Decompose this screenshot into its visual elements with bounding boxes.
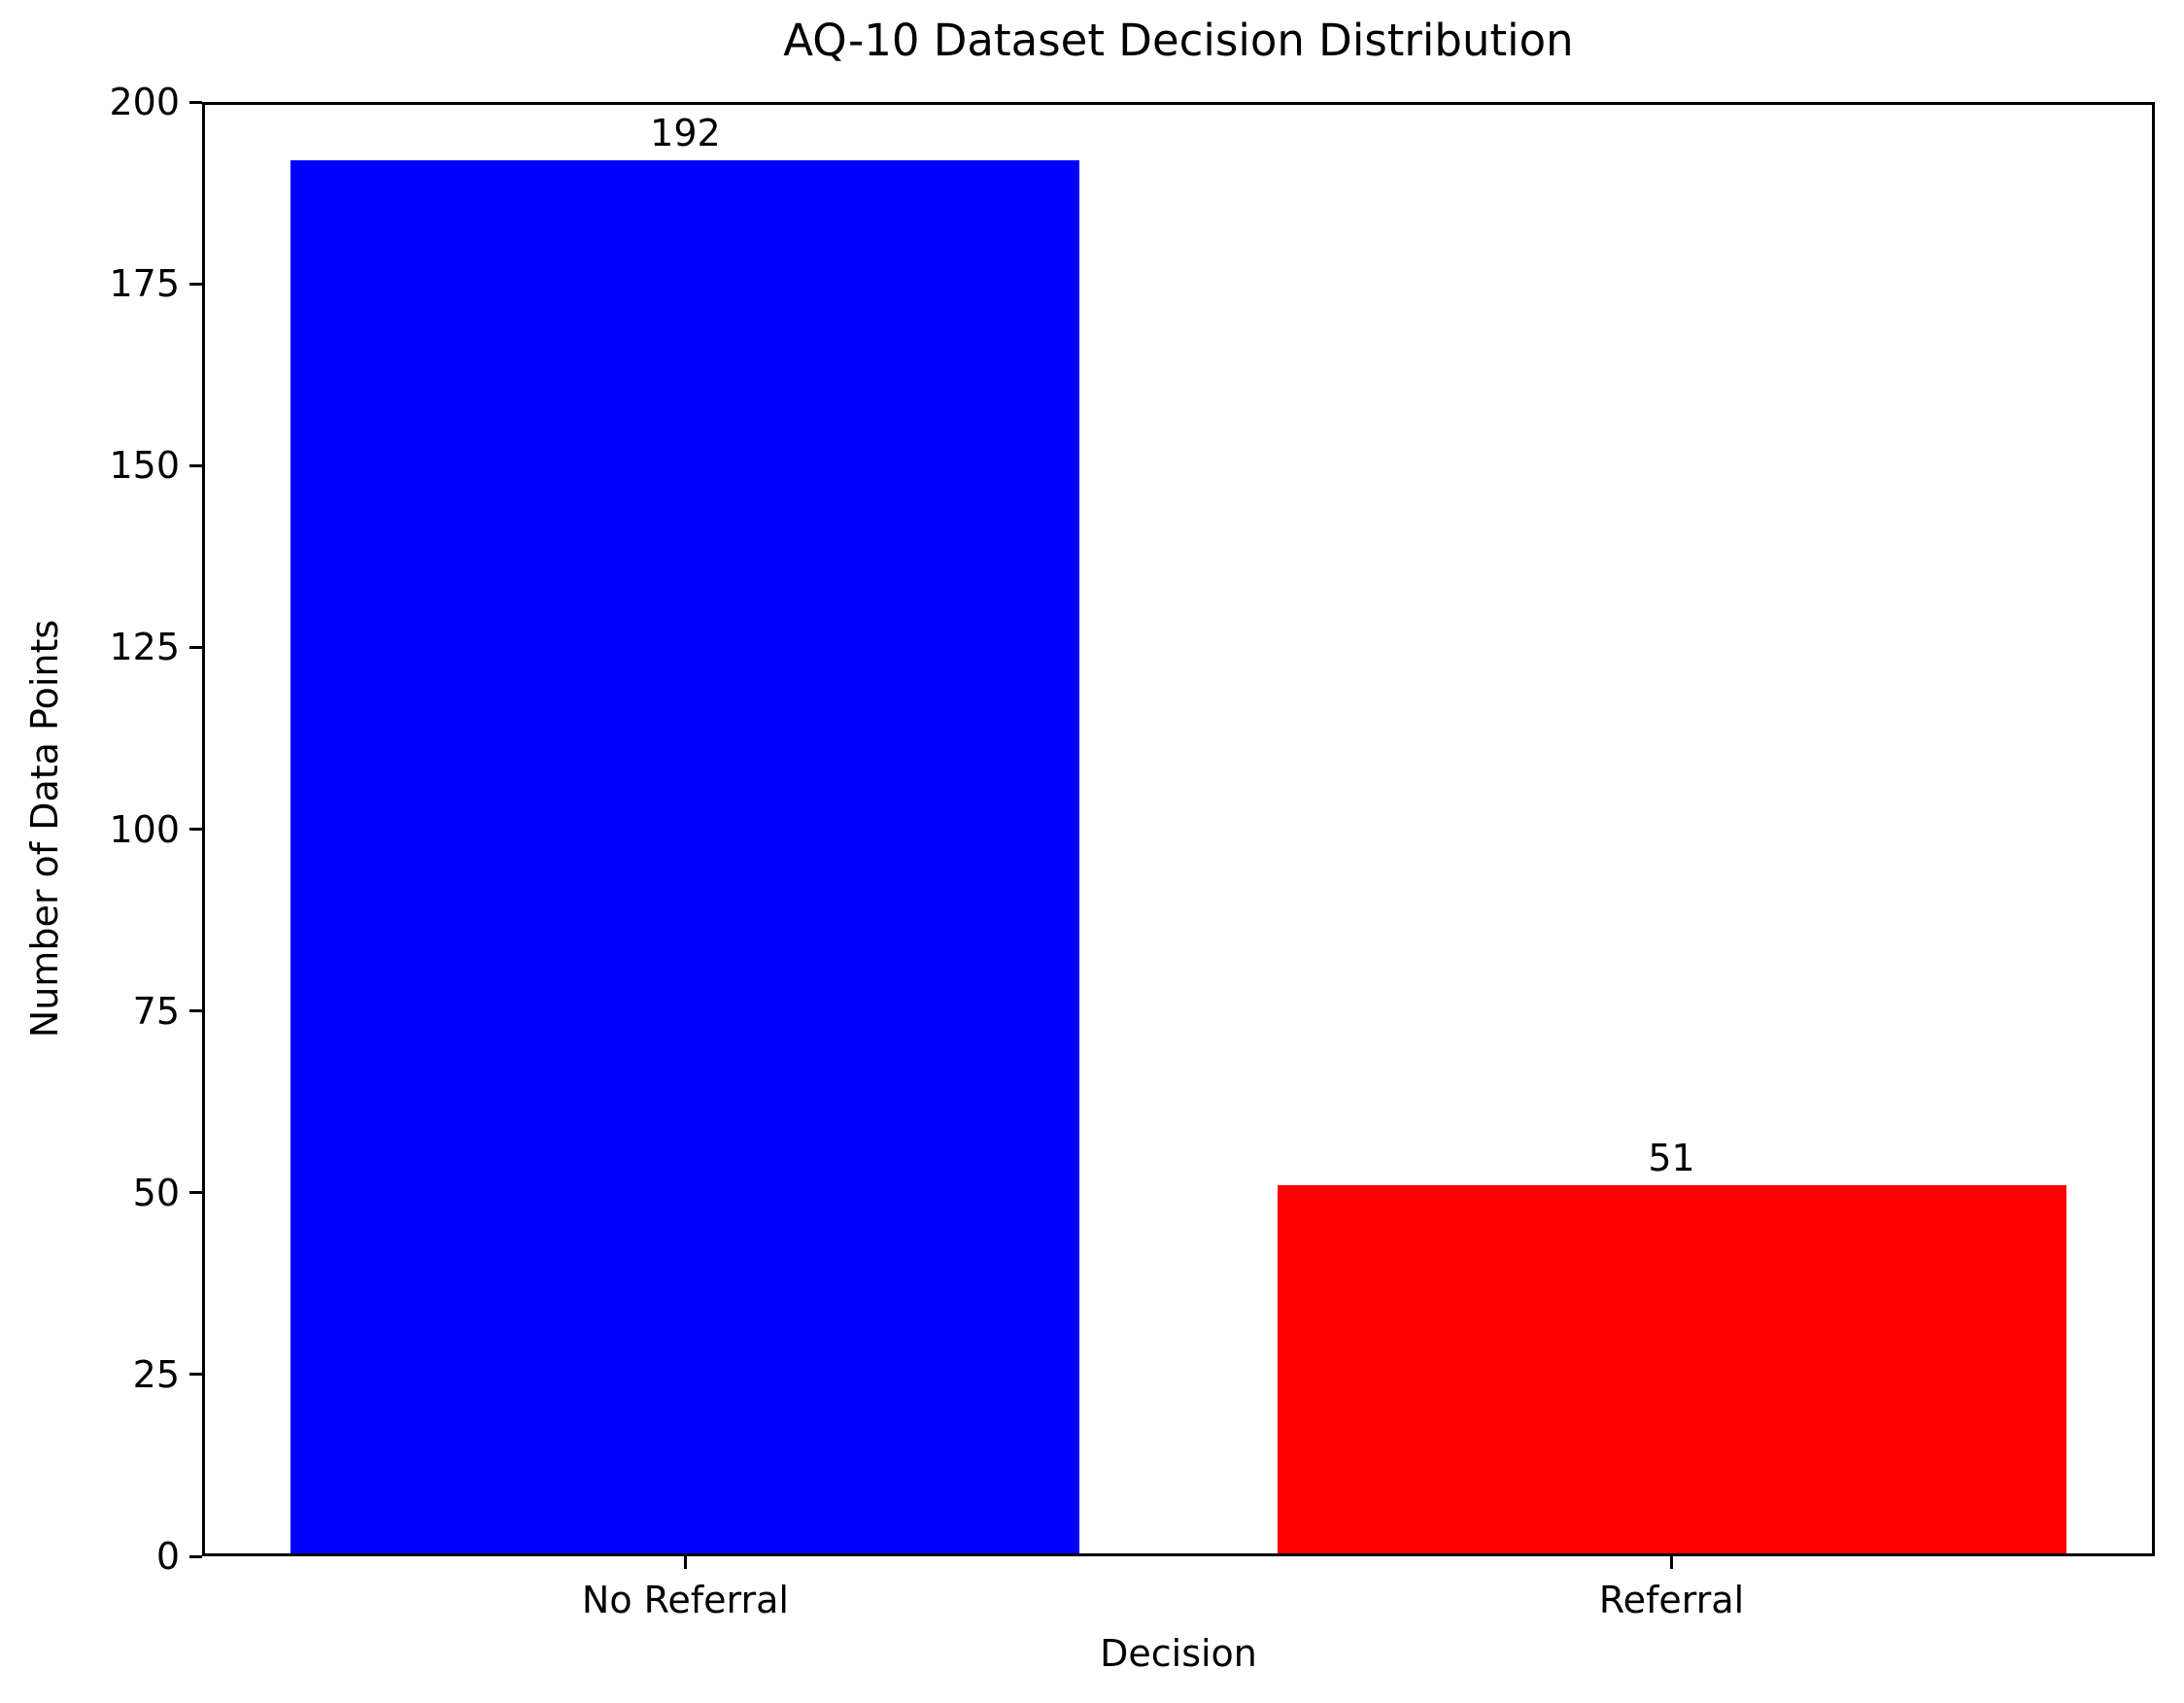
y-tick-mark — [189, 1009, 202, 1013]
y-tick-label: 50 — [132, 1171, 180, 1214]
y-tick-label: 25 — [132, 1352, 180, 1396]
y-tick-mark — [189, 463, 202, 467]
x-tick-label: Referral — [1598, 1579, 1745, 1621]
plot-area — [202, 102, 2155, 1556]
y-tick-mark — [189, 1191, 202, 1195]
x-tick-mark — [1670, 1556, 1674, 1569]
y-tick-mark — [189, 282, 202, 286]
x-tick-mark — [683, 1556, 687, 1569]
y-tick-mark — [189, 645, 202, 649]
y-tick-label: 0 — [155, 1535, 180, 1578]
x-tick-label: No Referral — [581, 1579, 789, 1621]
chart-title: AQ-10 Dataset Decision Distribution — [783, 15, 1574, 66]
bar-referral — [1277, 1185, 2066, 1556]
y-tick-label: 150 — [109, 444, 180, 488]
x-axis-label: Decision — [1100, 1632, 1257, 1675]
y-tick-label: 200 — [109, 81, 180, 123]
bar-value-label: 51 — [1648, 1137, 1695, 1180]
y-tick-label: 75 — [132, 989, 180, 1033]
y-tick-mark — [189, 1554, 202, 1558]
y-tick-label: 175 — [109, 262, 180, 306]
bar-value-label: 192 — [650, 111, 721, 154]
y-tick-label: 100 — [109, 807, 180, 851]
bar-no-referral — [290, 159, 1080, 1556]
y-tick-mark — [189, 1373, 202, 1377]
y-tick-mark — [189, 100, 202, 104]
y-tick-mark — [189, 828, 202, 831]
y-tick-label: 125 — [109, 626, 180, 669]
